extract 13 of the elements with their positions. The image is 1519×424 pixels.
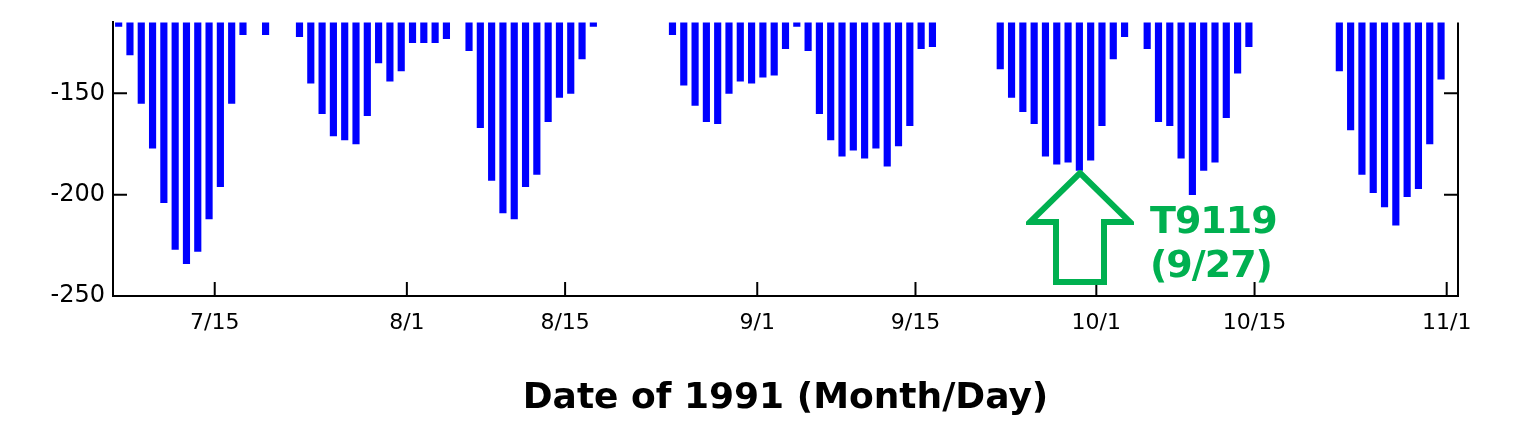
x-tick-label: 11/1 bbox=[1421, 308, 1472, 334]
x-tick-label: 8/15 bbox=[540, 308, 590, 334]
x-axis-title: Date of 1991 (Month/Day) bbox=[522, 374, 1049, 416]
x-tick-label: 9/15 bbox=[890, 308, 941, 334]
y-tick-label: -150 bbox=[50, 77, 105, 106]
x-tick-label: 7/15 bbox=[190, 308, 240, 334]
x-tick-label: 9/1 bbox=[739, 308, 775, 334]
y-tick-label: -200 bbox=[50, 178, 105, 207]
x-tick-label: 8/1 bbox=[389, 308, 425, 334]
x-tick-label: 10/1 bbox=[1071, 308, 1122, 334]
x-tick-label: 10/15 bbox=[1222, 308, 1287, 334]
annotation: T9119 (9/27) bbox=[1150, 198, 1277, 286]
y-tick-label: -250 bbox=[50, 280, 105, 309]
